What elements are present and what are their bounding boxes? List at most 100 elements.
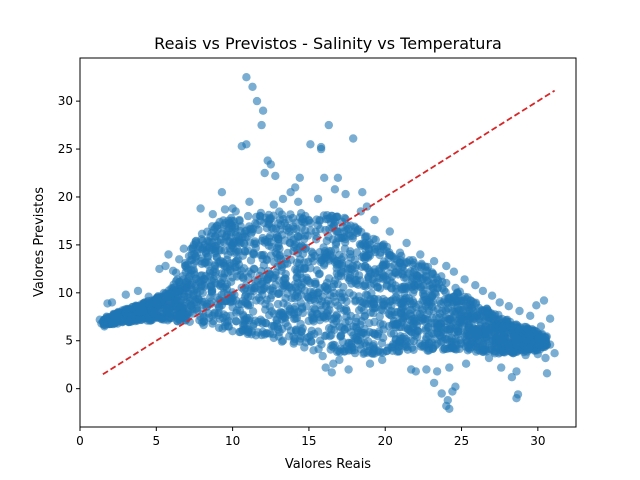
outlier-point <box>327 368 336 377</box>
data-point <box>391 335 400 344</box>
data-point <box>306 218 315 228</box>
outlier-point <box>271 171 280 181</box>
outlier-point <box>164 250 173 259</box>
data-point <box>197 276 206 285</box>
data-point <box>403 342 412 351</box>
data-point <box>416 313 425 322</box>
data-point <box>225 259 235 268</box>
data-point <box>374 327 384 336</box>
outlier-point <box>541 353 550 363</box>
outlier-point <box>478 286 488 296</box>
data-point <box>423 276 433 285</box>
data-point <box>370 317 379 327</box>
data-point <box>207 245 216 255</box>
outlier-point <box>100 322 109 331</box>
data-point <box>249 248 258 257</box>
data-point <box>474 330 483 340</box>
data-point <box>250 239 259 249</box>
data-point <box>191 257 200 266</box>
outlier-point <box>168 266 178 275</box>
x-axis-label: Valores Reais <box>285 457 371 472</box>
data-point <box>215 217 224 227</box>
data-point <box>411 331 420 340</box>
data-point <box>340 306 349 315</box>
y-tick-label: 0 <box>65 382 73 396</box>
reference-line <box>102 89 556 376</box>
data-point <box>339 282 348 292</box>
data-point <box>417 282 426 291</box>
data-point <box>341 234 350 244</box>
data-point <box>385 310 395 320</box>
data-point <box>310 329 319 339</box>
outlier-point <box>278 336 288 345</box>
outlier-point <box>432 367 442 376</box>
outlier-point <box>300 343 309 352</box>
data-point <box>246 292 255 301</box>
y-tick-label: 25 <box>58 142 73 156</box>
outlier-point <box>532 301 541 310</box>
data-point <box>322 278 332 287</box>
outlier-point <box>258 106 268 115</box>
outlier-point <box>349 134 358 143</box>
outlier-point <box>231 207 240 216</box>
data-point <box>344 316 354 326</box>
data-point <box>206 282 215 291</box>
data-point <box>208 319 217 328</box>
data-point <box>221 232 231 241</box>
data-point <box>447 333 456 343</box>
data-point <box>263 275 273 284</box>
outlier-point <box>504 302 513 311</box>
outlier-point <box>422 365 431 374</box>
data-point <box>215 303 224 312</box>
outlier-point <box>260 168 269 178</box>
data-point <box>228 224 237 234</box>
data-point <box>470 314 479 323</box>
outlier-point <box>545 314 555 323</box>
data-point <box>396 306 406 315</box>
data-point <box>481 308 490 317</box>
data-point <box>276 307 285 317</box>
data-point <box>409 298 418 308</box>
data-point <box>385 250 394 260</box>
outlier-point <box>313 194 323 204</box>
outlier-point <box>484 353 494 363</box>
outlier-point <box>365 359 375 368</box>
data-point <box>343 323 352 332</box>
y-tick-label: 30 <box>58 94 73 108</box>
outlier-point <box>295 173 304 182</box>
data-point <box>192 297 201 307</box>
outlier-point <box>545 340 555 349</box>
data-point <box>205 268 215 277</box>
outlier-point <box>358 188 367 197</box>
outlier-point <box>133 286 143 296</box>
data-point <box>340 213 349 223</box>
x-tick-label: 10 <box>225 434 240 448</box>
data-point <box>262 255 271 264</box>
data-point <box>370 268 379 277</box>
data-point <box>482 326 491 336</box>
data-point <box>182 278 191 287</box>
data-point <box>266 294 275 303</box>
x-tick-label: 0 <box>76 434 84 448</box>
outlier-point <box>507 373 517 382</box>
data-point <box>300 263 309 273</box>
data-point <box>322 331 331 340</box>
data-point <box>527 338 536 347</box>
data-point <box>218 273 227 282</box>
data-point <box>250 282 259 291</box>
data-point <box>379 300 388 309</box>
data-point <box>489 314 498 323</box>
outlier-point <box>228 327 237 336</box>
data-point <box>424 301 434 311</box>
data-point <box>460 292 469 302</box>
data-point <box>193 289 202 298</box>
data-point <box>271 271 280 280</box>
data-point <box>265 215 274 224</box>
data-point <box>331 297 340 306</box>
data-point <box>421 324 430 333</box>
outlier-point <box>442 261 451 271</box>
data-point <box>352 275 361 285</box>
data-point <box>233 245 242 255</box>
data-point <box>303 231 313 240</box>
data-point <box>279 299 288 308</box>
